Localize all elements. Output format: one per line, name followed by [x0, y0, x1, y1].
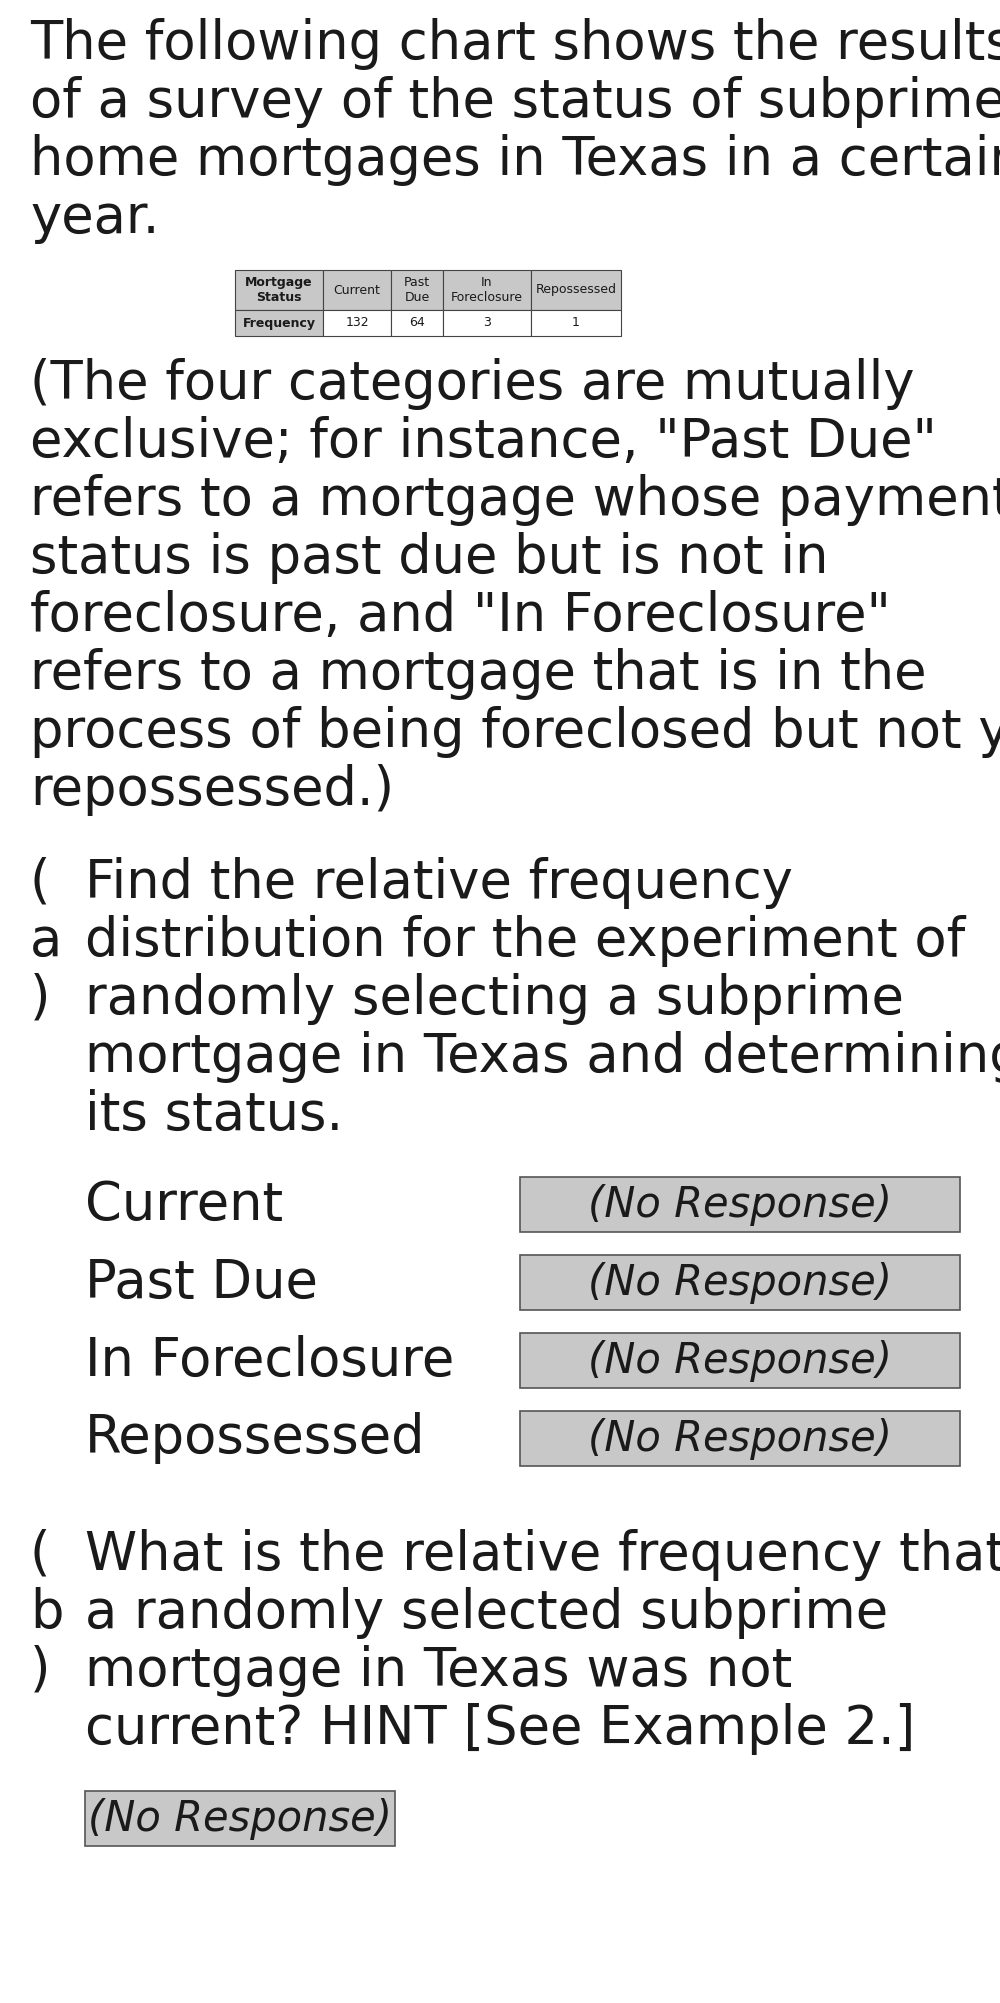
Text: mortgage in Texas and determining: mortgage in Texas and determining — [85, 1032, 1000, 1084]
Text: Current: Current — [334, 284, 380, 296]
Text: 132: 132 — [345, 316, 369, 330]
Text: Past
Due: Past Due — [404, 276, 430, 304]
Bar — [323, 310, 391, 337]
Text: Find the relative frequency: Find the relative frequency — [85, 857, 793, 909]
Text: ): ) — [30, 1644, 50, 1697]
Text: a randomly selected subprime: a randomly selected subprime — [85, 1586, 888, 1638]
Text: process of being foreclosed but not yet: process of being foreclosed but not yet — [30, 705, 1000, 757]
Bar — [323, 270, 391, 310]
Text: (: ( — [30, 1528, 50, 1580]
Bar — [531, 270, 621, 310]
Bar — [443, 270, 531, 310]
Text: ): ) — [30, 973, 50, 1026]
Bar — [520, 1178, 960, 1232]
Text: exclusive; for instance, "Past Due": exclusive; for instance, "Past Due" — [30, 417, 937, 469]
Text: status is past due but is not in: status is past due but is not in — [30, 533, 828, 585]
Text: b: b — [30, 1586, 64, 1638]
Text: randomly selecting a subprime: randomly selecting a subprime — [85, 973, 904, 1026]
Text: In Foreclosure: In Foreclosure — [85, 1334, 454, 1386]
Bar — [443, 310, 531, 337]
Bar — [520, 1410, 960, 1466]
Text: Past Due: Past Due — [85, 1256, 318, 1308]
Text: 3: 3 — [483, 316, 491, 330]
Text: of a survey of the status of subprime: of a survey of the status of subprime — [30, 76, 1000, 128]
Text: mortgage in Texas was not: mortgage in Texas was not — [85, 1644, 792, 1697]
Text: Current: Current — [85, 1178, 283, 1230]
Text: home mortgages in Texas in a certain: home mortgages in Texas in a certain — [30, 134, 1000, 186]
Text: repossessed.): repossessed.) — [30, 763, 394, 815]
Text: foreclosure, and "In Foreclosure": foreclosure, and "In Foreclosure" — [30, 591, 891, 643]
Text: (No Response): (No Response) — [588, 1262, 892, 1304]
Text: refers to a mortgage that is in the: refers to a mortgage that is in the — [30, 649, 926, 699]
Text: Mortgage
Status: Mortgage Status — [245, 276, 313, 304]
Text: In
Foreclosure: In Foreclosure — [451, 276, 523, 304]
Bar — [85, 1791, 395, 1847]
Text: Repossessed: Repossessed — [536, 284, 616, 296]
Text: its status.: its status. — [85, 1090, 343, 1142]
Text: 1: 1 — [572, 316, 580, 330]
Text: What is the relative frequency that: What is the relative frequency that — [85, 1528, 1000, 1580]
Text: year.: year. — [30, 192, 160, 244]
Text: (No Response): (No Response) — [88, 1797, 392, 1839]
Bar — [520, 1334, 960, 1388]
Text: a: a — [30, 915, 62, 967]
Text: The following chart shows the results: The following chart shows the results — [30, 18, 1000, 70]
Text: 64: 64 — [409, 316, 425, 330]
Text: current? HINT [See Example 2.]: current? HINT [See Example 2.] — [85, 1703, 915, 1755]
Bar — [531, 310, 621, 337]
Text: refers to a mortgage whose payment: refers to a mortgage whose payment — [30, 475, 1000, 527]
Text: Frequency: Frequency — [242, 316, 316, 330]
Text: (No Response): (No Response) — [588, 1340, 892, 1382]
Bar — [235, 310, 323, 337]
Text: Repossessed: Repossessed — [85, 1412, 426, 1464]
Text: (No Response): (No Response) — [588, 1184, 892, 1226]
Bar — [391, 270, 443, 310]
Bar — [520, 1256, 960, 1310]
Text: (The four categories are mutually: (The four categories are mutually — [30, 359, 915, 411]
Text: distribution for the experiment of: distribution for the experiment of — [85, 915, 965, 967]
Text: (No Response): (No Response) — [588, 1418, 892, 1460]
Bar — [235, 270, 323, 310]
Bar — [391, 310, 443, 337]
Text: (: ( — [30, 857, 50, 909]
